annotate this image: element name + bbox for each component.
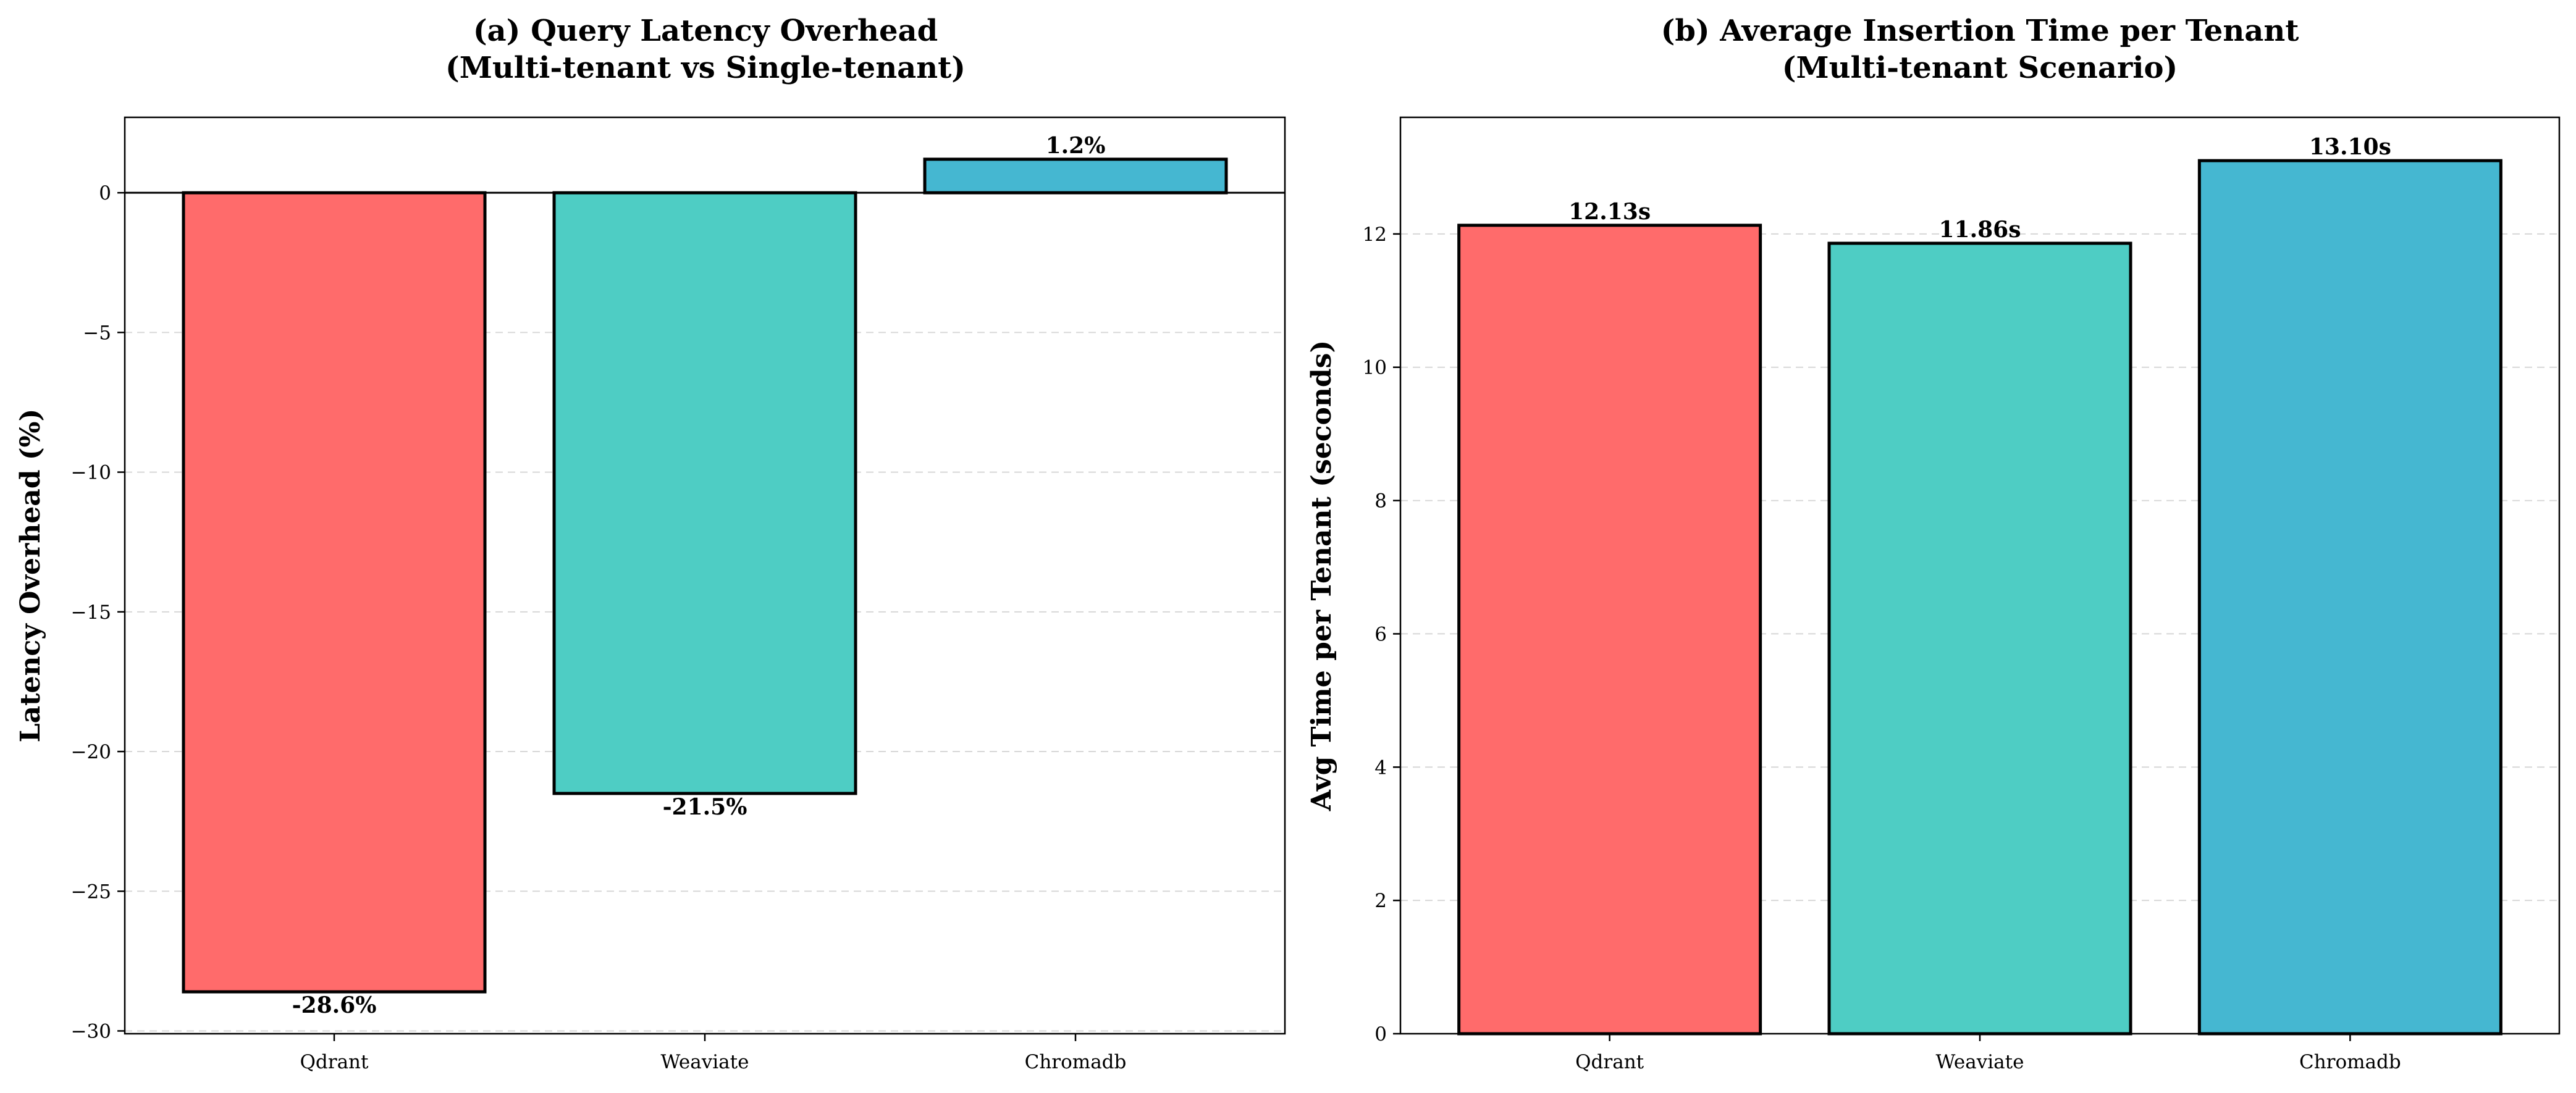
panel-a-frame [124,116,1286,1035]
panel-a-data-labels: -28.6% -21.5% 1.2% [292,133,1106,1018]
panel-a-title-line-1: (a) Query Latency Overhead [473,14,938,48]
y-tick-label: 4 [1374,756,1387,779]
panel-a-title-line-2: (Multi-tenant vs Single-tenant) [445,51,966,85]
data-label: 12.13s [1568,199,1651,225]
x-tick-label: Chromadb [1025,1051,1127,1073]
panel-b-title-line-2: (Multi-tenant Scenario) [1782,51,2178,85]
y-tick-label: −5 [83,322,111,344]
y-tick-label: −30 [71,1020,111,1042]
panel-a-latency-overhead: (a) Query Latency Overhead (Multi-tenant… [15,14,1286,1073]
data-label: 11.86s [1939,217,2021,243]
y-tick-label: 10 [1363,357,1387,379]
bar-chromadb [923,157,1228,195]
y-tick-label: −10 [71,462,111,484]
panel-a-bars [125,157,1285,994]
y-tick-label: 12 [1363,224,1387,246]
y-tick-label: −15 [71,601,111,624]
panel-b-title-line-1: (b) Average Insertion Time per Tenant [1661,14,2299,48]
x-tick-label: Weaviate [661,1051,749,1073]
data-label: -28.6% [292,992,377,1018]
y-tick-label: 0 [99,182,111,204]
bar-chromadb [2197,159,2502,1036]
bar-weaviate [1827,241,2132,1036]
x-tick-label: Chromadb [2299,1051,2401,1073]
data-label: 13.10s [2309,134,2391,160]
panel-b-x-axis-ticks: Qdrant Weaviate Chromadb [1575,1034,2401,1073]
y-tick-label: 0 [1374,1023,1387,1045]
panel-b-y-axis-ticks: 0 2 4 6 8 10 12 [1363,224,1400,1045]
panel-b-bars [1457,159,2502,1036]
y-tick-label: 6 [1374,623,1387,645]
x-tick-label: Qdrant [1575,1051,1644,1073]
panel-b-data-labels: 12.13s 11.86s 13.10s [1568,134,2391,243]
y-tick-label: 2 [1374,890,1387,912]
panel-b-frame [1399,116,2561,1035]
panel-a-x-axis-ticks: Qdrant Weaviate Chromadb [300,1034,1127,1073]
panel-b-insertion-time: (b) Average Insertion Time per Tenant (M… [1306,14,2561,1073]
x-tick-label: Qdrant [300,1051,369,1073]
y-tick-label: 8 [1374,490,1387,513]
bar-weaviate [552,191,857,795]
bar-qdrant [1457,224,1762,1036]
panel-a-y-axis-ticks: 0 −5 −10 −15 −20 −25 −30 [71,182,125,1042]
y-tick-label: −25 [71,881,111,903]
y-tick-label: −20 [71,741,111,763]
bar-qdrant [182,191,487,994]
x-tick-label: Weaviate [1936,1051,2024,1073]
data-label: 1.2% [1046,133,1106,159]
panel-b-y-axis-label: Avg Time per Tenant (seconds) [1306,340,1337,811]
data-label: -21.5% [663,794,747,820]
panel-a-y-axis-label: Latency Overhead (%) [15,409,46,743]
